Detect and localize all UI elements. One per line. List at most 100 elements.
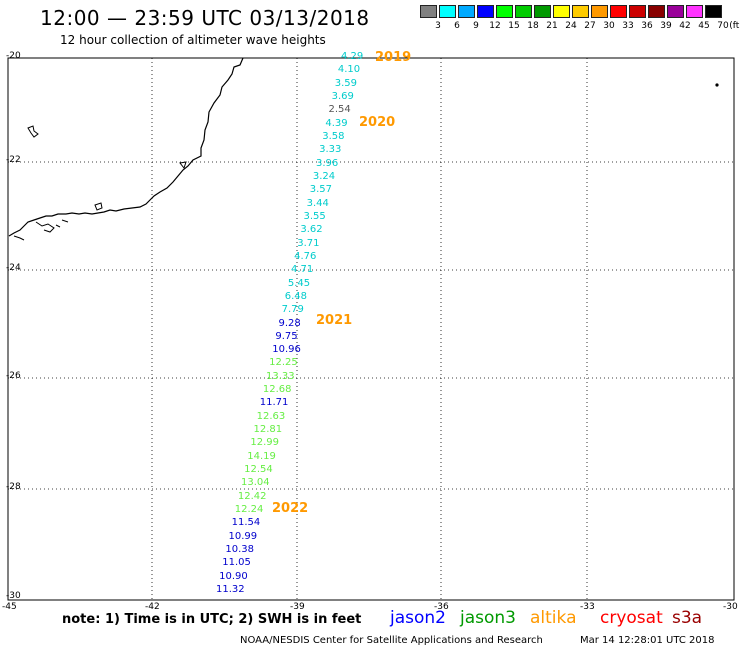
island-marker	[94, 202, 103, 211]
colorbar-label: 39	[660, 21, 672, 31]
latitude-label: -22	[6, 155, 21, 165]
colorbar-swatch	[591, 5, 608, 18]
sepetiba-bay-islands	[13, 219, 69, 241]
colorbar-swatch	[648, 5, 665, 18]
wave-height-value: 11.71	[259, 397, 289, 409]
colorbar-swatch	[629, 5, 646, 18]
wave-height-value: 9.28	[278, 317, 301, 329]
wave-height-value: 13.33	[266, 370, 295, 382]
latitude-label: -20	[6, 51, 21, 61]
island-marker	[715, 83, 719, 87]
colorbar-swatch	[572, 5, 589, 18]
graticule	[8, 58, 734, 600]
satellite-legend-altika: altika	[530, 608, 577, 628]
wave-height-value: 3.24	[312, 170, 336, 182]
wave-height-value: 14.19	[247, 450, 276, 462]
map-frame	[7, 57, 735, 601]
wave-height-value: 10.99	[228, 530, 258, 542]
satellite-legend-cryosat: cryosat	[600, 608, 663, 628]
hour-mark: 2020	[359, 115, 396, 130]
satellite-legend-s3a: s3a	[672, 608, 703, 628]
wave-height-value: 3.33	[319, 144, 342, 156]
colorbar-swatch	[667, 5, 684, 18]
wave-height-value: 3.58	[322, 130, 345, 142]
wave-height-value: 9.75	[275, 330, 298, 342]
wave-height-value: 3.59	[334, 77, 358, 89]
brazil-coastline	[8, 57, 244, 237]
colorbar-label: 21	[546, 21, 558, 31]
colorbar-swatch	[534, 5, 551, 18]
island-marker	[179, 161, 187, 170]
latitude-label: -24	[6, 263, 21, 273]
wave-height-value: 3.57	[309, 184, 333, 196]
longitude-label: -42	[145, 602, 160, 612]
colorbar-swatch	[420, 5, 437, 18]
longitude-label: -39	[290, 602, 305, 612]
colorbar-label: 18	[527, 21, 539, 31]
map-subtitle: 12 hour collection of altimeter wave hei…	[60, 33, 326, 47]
longitude-label: -36	[434, 602, 449, 612]
hour-mark: 2022	[272, 501, 309, 516]
wave-height-value: 12.63	[256, 410, 286, 422]
colorbar-swatch	[610, 5, 627, 18]
wave-height-value: 12.24	[234, 504, 264, 516]
colorbar-unit: (ft)	[729, 21, 740, 31]
colorbar-label: 45	[698, 21, 710, 31]
wave-height-value: 11.05	[222, 557, 251, 569]
wave-height-value: 5.45	[287, 277, 311, 289]
wave-height-value: 3.69	[331, 90, 354, 102]
colorbar-label: 3	[435, 21, 441, 31]
wave-height-value: 2.54	[328, 104, 351, 116]
colorbar-label: 42	[679, 21, 691, 31]
island-marker	[27, 125, 39, 138]
longitude-label: -30	[723, 602, 738, 612]
map-title: 12:00 — 23:59 UTC 03/13/2018	[40, 6, 370, 30]
units-note: note: 1) Time is in UTC; 2) SWH is in fe…	[62, 612, 362, 627]
colorbar-label: 15	[508, 21, 520, 31]
colorbar-swatch	[477, 5, 494, 18]
wave-height-value: 12.81	[253, 424, 283, 436]
colorbar-swatch	[439, 5, 456, 18]
satellite-legend-jason3: jason3	[460, 608, 516, 628]
colorbar-label: 30	[603, 21, 615, 31]
colorbar-swatch	[496, 5, 513, 18]
colorbar-label: 33	[622, 21, 634, 31]
longitude-label: -45	[2, 602, 17, 612]
wave-height-value: 7.79	[281, 304, 304, 316]
colorbar-swatch	[553, 5, 570, 18]
colorbar-label: 36	[641, 21, 653, 31]
wave-height-value: 12.99	[250, 437, 280, 449]
wave-height-value: 6.48	[284, 290, 308, 302]
wave-height-value: 12.54	[244, 464, 273, 476]
wave-height-value: 3.55	[303, 210, 326, 222]
colorbar-swatch	[515, 5, 532, 18]
wave-height-value: 4.39	[325, 117, 348, 129]
colorbar-label: 70	[717, 21, 729, 31]
latitude-label: -26	[6, 371, 21, 381]
colorbar-label: 27	[584, 21, 596, 31]
wave-height-value: 3.71	[297, 237, 320, 249]
wave-height-value: 11.32	[216, 584, 245, 595]
colorbar-label: 12	[489, 21, 501, 31]
colorbar-swatch	[686, 5, 703, 18]
hour-mark: 2021	[316, 313, 353, 328]
wave-height-value: 12.68	[262, 384, 292, 396]
colorbar-label: 9	[473, 21, 479, 31]
wave-height-value: 4.10	[337, 64, 361, 76]
wave-height-value: 4.29	[341, 51, 364, 62]
wave-height-value: 13.04	[241, 477, 270, 489]
wave-height-value: 11.54	[231, 517, 261, 529]
wave-height-value: 10.90	[219, 570, 248, 582]
wave-height-value: 3.96	[316, 157, 339, 169]
wave-height-value: 12.42	[237, 490, 267, 502]
hour-mark: 2019	[375, 50, 412, 65]
colorbar-swatch	[705, 5, 722, 18]
wave-height-value: 4.76	[294, 250, 317, 262]
wave-height-value: 4.71	[291, 264, 314, 276]
generated-timestamp: Mar 14 12:28:01 UTC 2018	[580, 635, 715, 646]
colorbar-swatch	[458, 5, 475, 18]
latitude-label: -28	[6, 482, 21, 492]
latitude-label: -30	[6, 591, 21, 601]
wave-height-value: 10.38	[225, 544, 255, 556]
